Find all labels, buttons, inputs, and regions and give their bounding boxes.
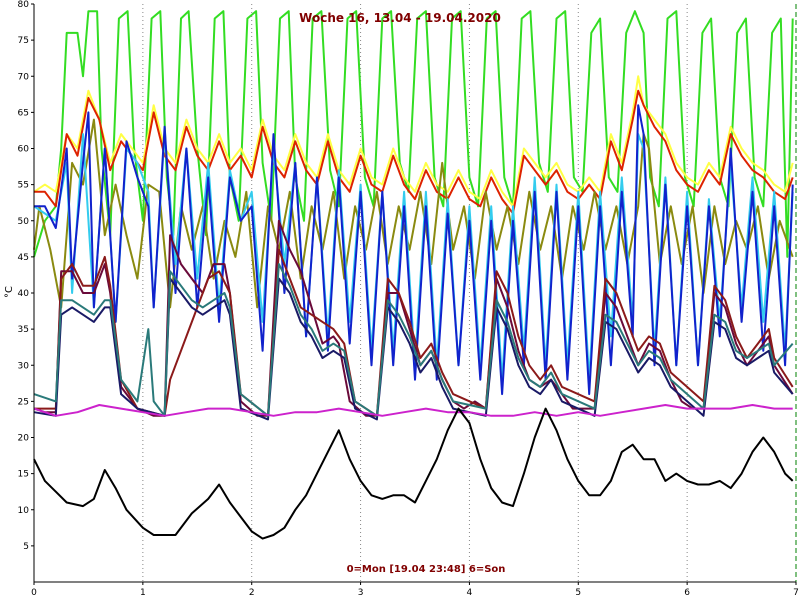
- y-tick-label: 75: [18, 36, 29, 46]
- y-tick-label: 65: [18, 108, 29, 118]
- chart-title: Woche 16, 13.04 - 19.04.2020: [299, 11, 501, 25]
- y-tick-label: 35: [18, 325, 29, 335]
- y-tick-label: 10: [18, 506, 30, 516]
- y-tick-label: 40: [18, 289, 30, 299]
- y-tick-label: 20: [18, 434, 30, 444]
- x-tick-label: 2: [249, 588, 255, 598]
- x-tick-label: 6: [684, 588, 690, 598]
- y-tick-label: 30: [18, 361, 30, 371]
- x-tick-label: 7: [793, 588, 799, 598]
- y-tick-label: 60: [18, 145, 30, 155]
- y-tick-label: 55: [18, 181, 29, 191]
- y-tick-label: 70: [18, 72, 30, 82]
- y-axis-label: °C: [4, 286, 15, 298]
- x-tick-label: 5: [575, 588, 581, 598]
- y-tick-label: 50: [18, 217, 30, 227]
- x-tick-label: 3: [358, 588, 364, 598]
- x-tick-label: 4: [467, 588, 473, 598]
- temperature-chart: 51015202530354045505560657075800 1 2 3 4 5 6 7 …: [0, 0, 800, 600]
- x-tick-label: 1: [140, 588, 146, 598]
- y-tick-label: 25: [18, 397, 29, 407]
- x-tick-label: 0: [31, 588, 37, 598]
- chart-footer: 0=Mon [19.04 23:48] 6=Son: [347, 564, 506, 575]
- y-tick-label: 45: [18, 253, 29, 263]
- y-tick-label: 5: [23, 542, 29, 552]
- y-tick-label: 80: [18, 0, 30, 10]
- chart-root: 5 10 15 20 25 30 35 40 45 50 55 60 65 70 75 80 0 1 2 3 4 5 6 7 …: [0, 0, 800, 600]
- y-tick-label: 15: [18, 470, 29, 480]
